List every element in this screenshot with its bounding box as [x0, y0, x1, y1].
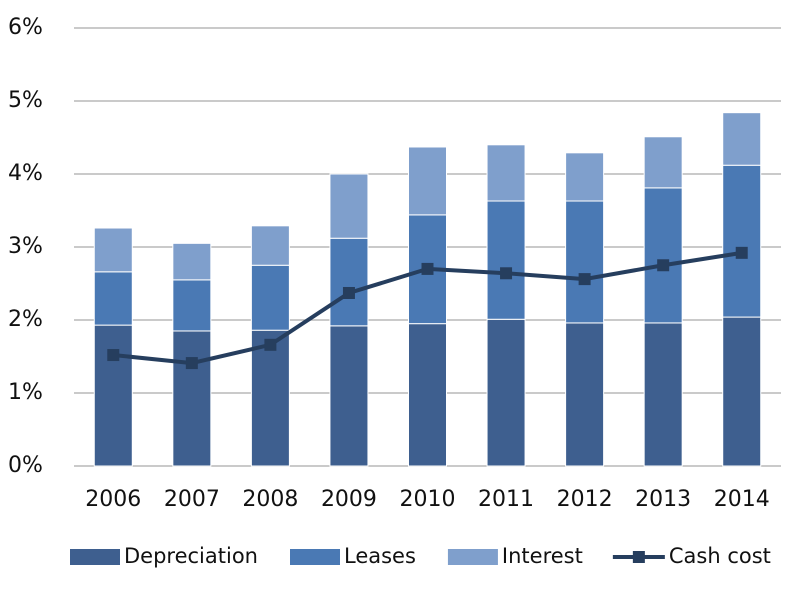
legend: Depreciation Leases Interest Cash cost: [70, 544, 771, 568]
x-tick-label: 2011: [478, 487, 534, 512]
x-tick-label: 2010: [400, 487, 456, 512]
line-marker: [500, 267, 513, 280]
bar-segment: [329, 237, 369, 327]
legend-swatch: [447, 549, 498, 565]
bar-segment: [93, 271, 133, 326]
x-tick-label: 2007: [164, 487, 220, 512]
line-marker: [342, 286, 355, 299]
bar-segment: [486, 318, 526, 467]
legend-swatch: [632, 551, 645, 563]
x-tick-label: 2013: [635, 487, 691, 512]
y-tick-label: 2%: [8, 307, 43, 332]
legend-swatch: [290, 549, 340, 565]
x-tick-label: 2008: [242, 487, 298, 512]
x-tick-label: 2009: [321, 487, 377, 512]
bar-segment: [565, 200, 605, 324]
bar-segment: [172, 330, 212, 467]
bar-segment: [722, 316, 762, 467]
y-tick-label: 4%: [8, 161, 43, 186]
bar-segment: [408, 323, 447, 467]
legend-label: Cash cost: [669, 544, 771, 568]
y-tick-label: 6%: [8, 15, 43, 40]
line-marker: [657, 259, 670, 272]
y-tick-label: 5%: [8, 88, 43, 113]
bar-segment: [486, 200, 526, 320]
bar-segment: [722, 112, 762, 166]
legend-label: Interest: [502, 544, 583, 568]
bar-segment: [329, 325, 369, 467]
legend-label: Depreciation: [124, 544, 258, 568]
bar-segment: [250, 225, 290, 266]
bar-segment: [172, 242, 212, 281]
y-tick-label: 3%: [8, 234, 43, 259]
bar-segment: [172, 279, 212, 332]
legend-swatch: [70, 549, 120, 565]
x-tick-label: 2006: [85, 487, 141, 512]
line-marker: [185, 357, 198, 370]
bar-segment: [643, 187, 683, 324]
bar-segment: [565, 152, 605, 202]
y-tick-label: 0%: [8, 453, 43, 478]
bar-segment: [93, 227, 133, 273]
line-marker: [735, 246, 748, 259]
bar-segment: [250, 329, 290, 467]
bar-segment: [93, 324, 133, 467]
line-marker: [421, 262, 434, 275]
line-marker: [264, 338, 277, 351]
bar-segment: [565, 322, 605, 467]
x-tick-label: 2012: [557, 487, 613, 512]
legend-label: Leases: [344, 544, 416, 568]
bar-segment: [408, 146, 447, 216]
bar-segment: [643, 322, 683, 467]
line-marker: [578, 273, 591, 286]
y-tick-label: 1%: [8, 380, 43, 405]
bar-segment: [486, 144, 526, 202]
bar-segment: [250, 264, 290, 331]
bar-segment: [643, 136, 683, 189]
line-marker: [107, 349, 120, 362]
x-tick-label: 2014: [714, 487, 770, 512]
bar-segment: [329, 173, 369, 239]
bar-segment: [722, 164, 762, 318]
